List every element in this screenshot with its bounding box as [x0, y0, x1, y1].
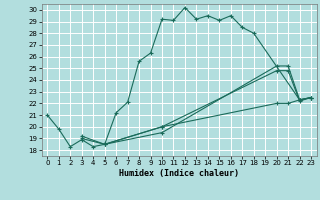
X-axis label: Humidex (Indice chaleur): Humidex (Indice chaleur)	[119, 169, 239, 178]
